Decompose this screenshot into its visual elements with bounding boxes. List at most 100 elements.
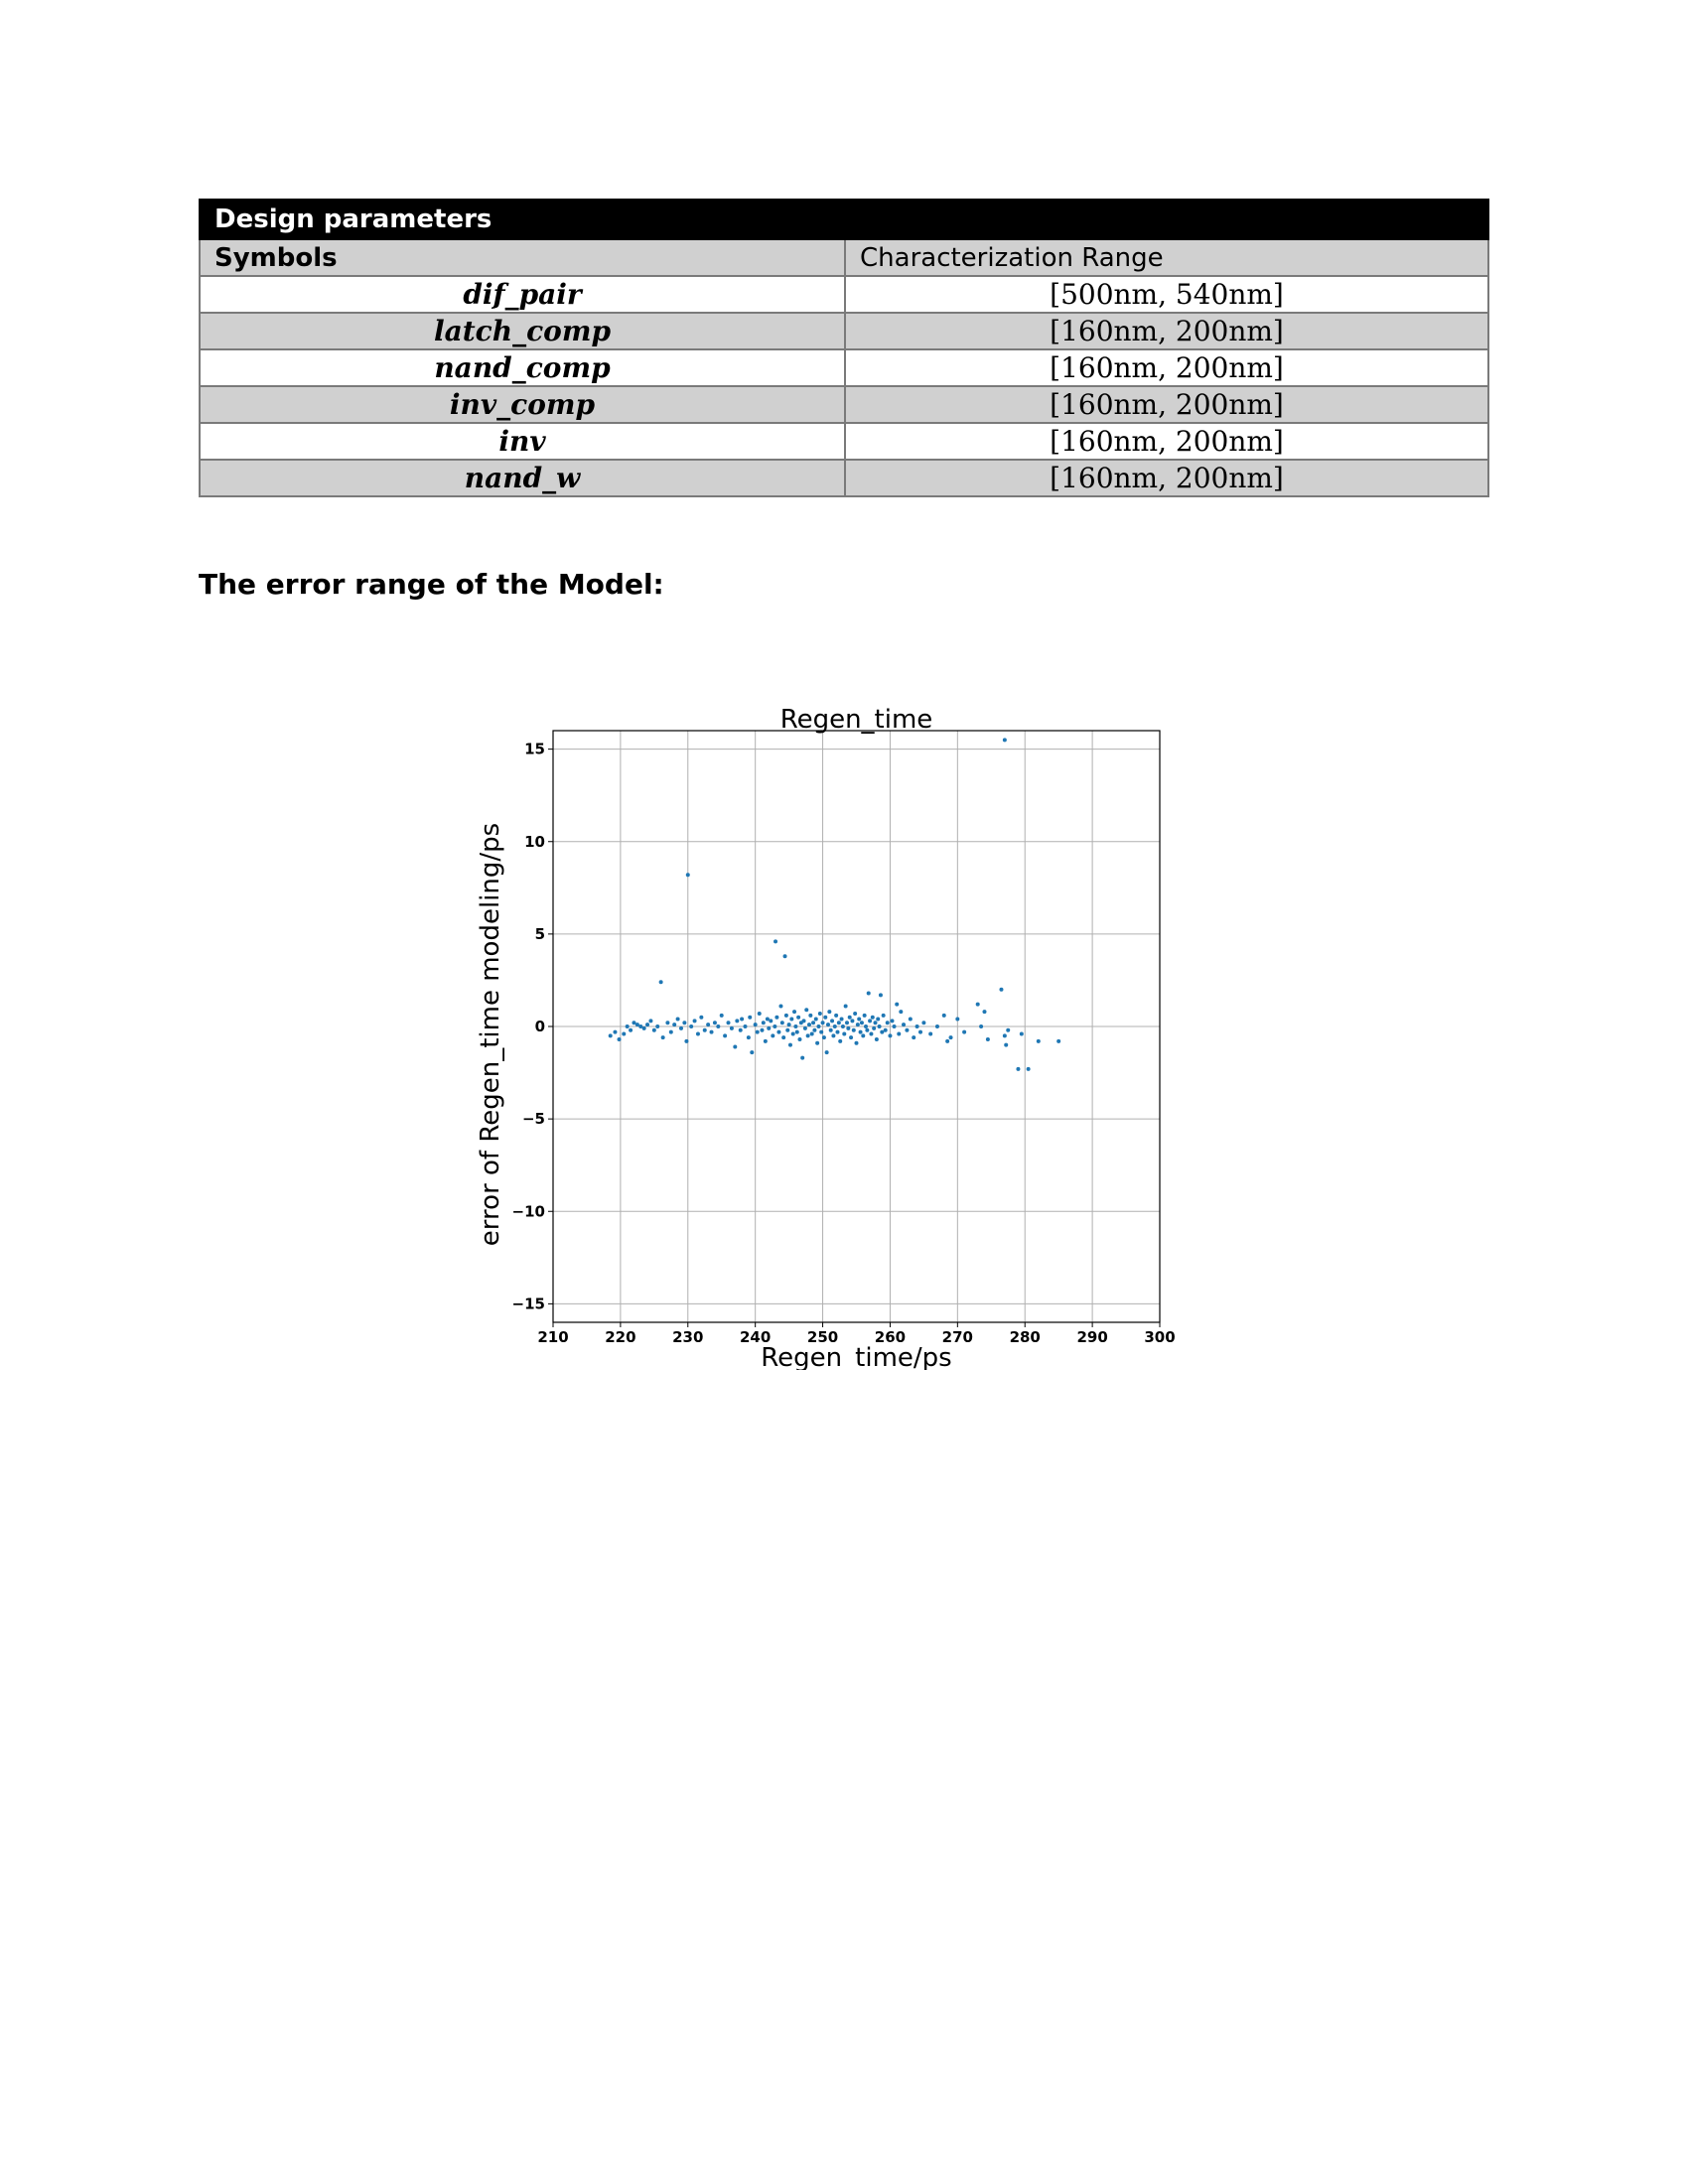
data-point — [735, 1019, 740, 1024]
symbol-cell: dif_pair — [199, 275, 846, 314]
table-row: nand_comp [160nm, 200nm] — [199, 348, 1489, 387]
data-point — [838, 1038, 843, 1043]
y-tick-label: −5 — [522, 1110, 545, 1128]
data-point — [844, 1021, 849, 1025]
data-point — [672, 1023, 677, 1027]
data-point — [808, 1013, 813, 1018]
data-point — [842, 1031, 847, 1036]
data-point — [908, 1017, 913, 1022]
data-point — [865, 1027, 870, 1032]
data-point — [689, 1024, 694, 1028]
data-point — [1026, 1066, 1031, 1071]
data-point — [625, 1024, 630, 1028]
symbol-cell: nand_w — [199, 459, 846, 497]
symbol-cell: latch_comp — [199, 312, 846, 350]
data-point — [617, 1037, 622, 1042]
data-point — [726, 1021, 731, 1025]
x-tick-label: 270 — [942, 1328, 973, 1346]
data-point — [743, 1024, 748, 1028]
data-point — [921, 1021, 926, 1025]
data-point — [880, 1029, 885, 1034]
x-tick-label: 280 — [1010, 1328, 1041, 1346]
data-point — [1004, 1042, 1009, 1047]
symbol-cell: inv_comp — [199, 385, 846, 424]
data-point — [831, 1033, 836, 1038]
data-point — [800, 1055, 805, 1060]
x-tick-label: 240 — [740, 1328, 771, 1346]
data-point — [870, 1015, 875, 1020]
data-point — [843, 1004, 848, 1009]
data-point — [888, 1033, 893, 1038]
table-title: Design parameters — [199, 199, 1489, 240]
design-parameters-table: Design parameters Symbols Characterizati… — [199, 199, 1489, 497]
data-point — [975, 1002, 980, 1007]
table-row: inv [160nm, 200nm] — [199, 422, 1489, 461]
data-point — [765, 1017, 770, 1022]
data-point — [781, 1035, 786, 1040]
data-point — [827, 1010, 832, 1015]
data-point — [834, 1013, 839, 1018]
data-point — [796, 1015, 801, 1020]
range-cell: [160nm, 200nm] — [844, 422, 1489, 461]
y-tick-label: 0 — [535, 1018, 545, 1035]
range-cell: [160nm, 200nm] — [844, 348, 1489, 387]
y-tick-label: 10 — [524, 833, 545, 851]
data-point — [877, 1024, 882, 1028]
data-point — [648, 1019, 653, 1024]
data-point — [789, 1017, 794, 1022]
data-point — [899, 1010, 904, 1015]
data-point — [897, 1031, 902, 1036]
data-point — [632, 1021, 636, 1025]
data-point — [835, 1029, 840, 1034]
data-point — [878, 993, 883, 998]
data-point — [817, 1011, 822, 1016]
data-point — [862, 1013, 867, 1018]
data-point — [830, 1019, 835, 1024]
data-point — [779, 1021, 784, 1025]
data-point — [729, 1025, 734, 1030]
data-point — [641, 1025, 646, 1030]
data-point — [914, 1024, 919, 1028]
data-point — [868, 1019, 873, 1024]
data-point — [706, 1023, 711, 1027]
data-point — [846, 1025, 851, 1030]
data-point — [797, 1037, 802, 1042]
data-point — [790, 1031, 795, 1036]
data-point — [629, 1027, 633, 1032]
data-point — [917, 1029, 922, 1034]
y-axis-label: error of Regen_time modeling/ps — [476, 823, 505, 1246]
data-point — [716, 1024, 721, 1028]
data-point — [824, 1050, 829, 1055]
data-point — [1016, 1066, 1021, 1071]
data-point — [675, 1017, 680, 1022]
data-point — [1056, 1038, 1061, 1043]
data-point — [809, 1031, 814, 1036]
data-point — [804, 1008, 809, 1013]
x-axis-label: Regen_time/ps — [761, 1343, 951, 1370]
data-point — [608, 1033, 613, 1038]
data-point — [815, 1040, 820, 1045]
data-point — [811, 1021, 816, 1025]
data-point — [876, 1017, 881, 1022]
data-point — [793, 1024, 798, 1028]
data-point — [613, 1029, 618, 1034]
data-point — [767, 1025, 772, 1030]
data-point — [660, 1035, 665, 1040]
data-point — [622, 1031, 627, 1036]
data-point — [857, 1017, 862, 1022]
data-point — [895, 1002, 900, 1007]
data-point — [854, 1040, 859, 1045]
header-symbols: Symbols — [199, 238, 846, 277]
data-point — [684, 1038, 689, 1043]
data-point — [763, 1038, 768, 1043]
y-tick-label: 15 — [524, 741, 545, 758]
data-point — [738, 1027, 743, 1032]
data-point — [839, 1017, 844, 1022]
data-point — [774, 1015, 779, 1020]
data-point — [712, 1021, 717, 1025]
data-point — [832, 1024, 837, 1028]
data-point — [668, 1029, 673, 1034]
data-point — [858, 1029, 863, 1034]
data-point — [812, 1027, 817, 1032]
data-point — [755, 1029, 760, 1034]
